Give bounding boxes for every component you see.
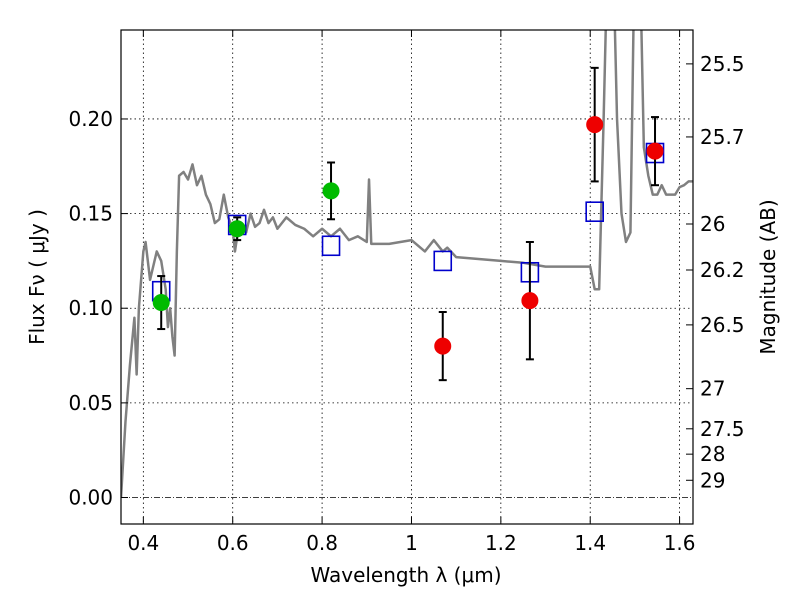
model-square xyxy=(321,235,341,257)
y-tick-label: 0.00 xyxy=(68,486,113,510)
nir-point xyxy=(646,142,664,160)
tick-labels: 0.4 0.6 0.8 1 1.2 1.4 1.6 0.00 0.05 0.10 0.15 0.20 2… xyxy=(68,52,744,555)
x-tick-label: 0.6 xyxy=(217,531,249,555)
x-axis-title: Wavelength λ (μm) xyxy=(310,563,501,587)
data-layer xyxy=(121,30,693,498)
x-tick-label: 1 xyxy=(405,531,418,555)
x-tick-label: 1.4 xyxy=(574,531,606,555)
sed-line xyxy=(121,30,693,498)
y-right-tick-label: 29 xyxy=(700,468,725,492)
x-tick-label: 0.8 xyxy=(306,531,338,555)
optical-point xyxy=(152,294,170,312)
y-right-tick-label: 26 xyxy=(700,212,725,236)
nir-point xyxy=(521,292,539,310)
y-axis-right-title: Magnitude (AB) xyxy=(756,199,780,354)
y-right-tick-label: 25.5 xyxy=(700,52,745,76)
y-right-tick-label: 28 xyxy=(700,442,725,466)
y-right-tick-label: 25.7 xyxy=(700,125,745,149)
y-tick-label: 0.05 xyxy=(68,391,113,415)
model-square xyxy=(585,201,604,223)
model-square xyxy=(433,250,453,272)
optical-point xyxy=(322,182,340,200)
y-right-tick-label: 27.5 xyxy=(700,417,745,441)
ticks xyxy=(121,30,693,524)
x-tick-label: 1.6 xyxy=(664,531,696,555)
y-tick-label: 0.15 xyxy=(68,202,113,226)
nir-point xyxy=(586,116,604,134)
nir-point xyxy=(434,337,452,355)
x-tick-label: 0.4 xyxy=(127,531,159,555)
grid xyxy=(121,30,693,524)
y-tick-label: 0.20 xyxy=(68,107,113,131)
y-axis-title: Flux Fν ( μJy ) xyxy=(25,209,49,345)
plot-background xyxy=(121,30,693,524)
y-right-tick-label: 26.5 xyxy=(700,313,745,337)
y-right-tick-label: 26.2 xyxy=(700,258,745,282)
plot-frame xyxy=(120,29,694,525)
y-tick-label: 0.10 xyxy=(68,296,113,320)
optical-point xyxy=(228,220,246,238)
y-right-tick-label: 27 xyxy=(700,377,725,401)
x-tick-label: 1.2 xyxy=(485,531,517,555)
